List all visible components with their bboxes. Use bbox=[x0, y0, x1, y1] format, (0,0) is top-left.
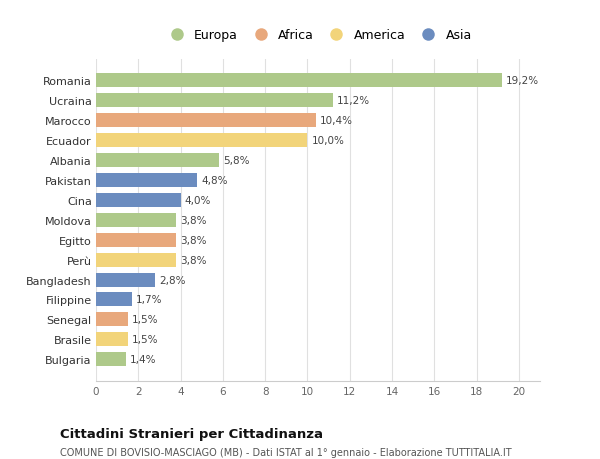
Bar bbox=[96, 94, 333, 108]
Bar bbox=[96, 134, 307, 148]
Text: 2,8%: 2,8% bbox=[160, 275, 186, 285]
Bar bbox=[96, 233, 176, 247]
Bar bbox=[96, 114, 316, 128]
Text: 1,5%: 1,5% bbox=[132, 315, 158, 325]
Text: Cittadini Stranieri per Cittadinanza: Cittadini Stranieri per Cittadinanza bbox=[60, 427, 323, 440]
Bar bbox=[96, 293, 132, 307]
Text: 11,2%: 11,2% bbox=[337, 96, 370, 106]
Bar bbox=[96, 273, 155, 287]
Text: 19,2%: 19,2% bbox=[506, 76, 539, 86]
Bar bbox=[96, 333, 128, 347]
Bar bbox=[96, 194, 181, 207]
Text: 1,4%: 1,4% bbox=[130, 354, 157, 364]
Bar bbox=[96, 213, 176, 227]
Bar bbox=[96, 353, 125, 366]
Bar bbox=[96, 174, 197, 188]
Text: 4,8%: 4,8% bbox=[202, 176, 228, 185]
Bar bbox=[96, 313, 128, 327]
Bar bbox=[96, 74, 502, 88]
Text: 3,8%: 3,8% bbox=[181, 215, 207, 225]
Text: 1,5%: 1,5% bbox=[132, 335, 158, 345]
Text: 10,4%: 10,4% bbox=[320, 116, 353, 126]
Text: 3,8%: 3,8% bbox=[181, 235, 207, 245]
Text: 4,0%: 4,0% bbox=[185, 196, 211, 206]
Legend: Europa, Africa, America, Asia: Europa, Africa, America, Asia bbox=[159, 24, 477, 47]
Text: 10,0%: 10,0% bbox=[311, 136, 344, 146]
Bar bbox=[96, 253, 176, 267]
Text: COMUNE DI BOVISIO-MASCIAGO (MB) - Dati ISTAT al 1° gennaio - Elaborazione TUTTIT: COMUNE DI BOVISIO-MASCIAGO (MB) - Dati I… bbox=[60, 448, 512, 458]
Bar bbox=[96, 154, 218, 168]
Text: 5,8%: 5,8% bbox=[223, 156, 250, 166]
Text: 1,7%: 1,7% bbox=[136, 295, 163, 305]
Text: 3,8%: 3,8% bbox=[181, 255, 207, 265]
